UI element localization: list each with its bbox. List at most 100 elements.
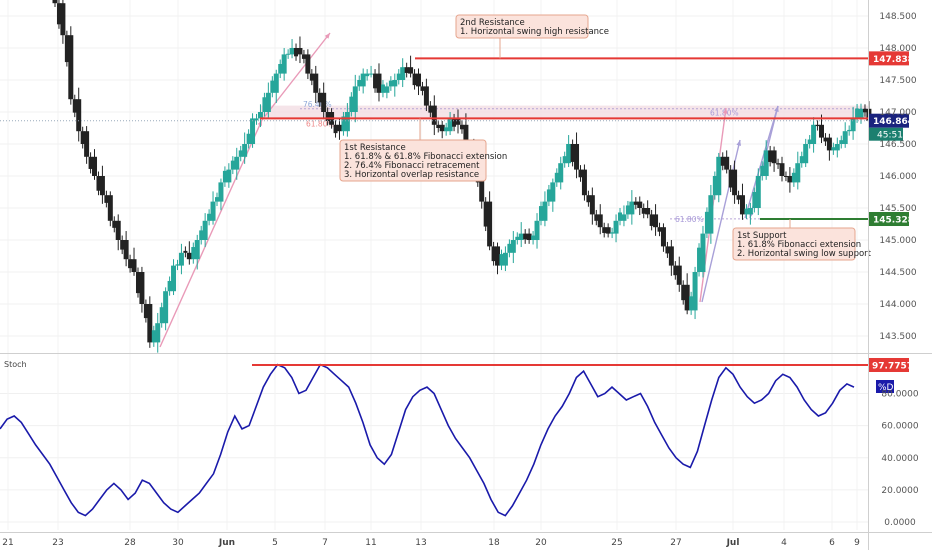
candle-body [273, 73, 279, 93]
candle-body [455, 118, 461, 125]
stoch-title: Stoch [4, 360, 27, 369]
candle-body [52, 0, 58, 4]
price-tick-label: 148.000 [879, 44, 916, 54]
candle-body [360, 73, 366, 87]
candle-body [783, 176, 788, 177]
candle-body [139, 272, 145, 304]
current-price-tag [869, 113, 909, 128]
candle-body [84, 131, 90, 157]
candle-body [254, 118, 259, 121]
candle-body [566, 144, 572, 164]
candle-body [523, 233, 528, 240]
candle-body [570, 144, 575, 162]
candle-body [199, 230, 204, 240]
candle-body [752, 192, 757, 208]
candle-body [439, 124, 445, 132]
candle-body [660, 227, 666, 247]
fib-arrow [261, 32, 331, 121]
candle-body [534, 220, 540, 240]
candle-body [842, 131, 848, 144]
candle-body [135, 272, 140, 294]
candle-body [681, 284, 686, 301]
candle-body [700, 233, 706, 272]
note-resistance-1-line: 1. 61.8% & 61.8% Fibonacci extension [344, 152, 507, 162]
candle-body [459, 124, 464, 130]
x-tick-label: 28 [124, 538, 136, 548]
candle-body [633, 201, 638, 205]
candle-body [629, 201, 635, 215]
candle-body [415, 73, 421, 87]
candle-body [120, 240, 125, 250]
candle-body [88, 156, 93, 169]
candle-body [92, 156, 98, 176]
candle-body [668, 246, 674, 266]
candle-body [771, 150, 777, 164]
stoch-tick-label: 60.0000 [881, 422, 918, 432]
candle-body [183, 250, 188, 253]
candle-body [755, 176, 761, 208]
candle-body [618, 212, 623, 221]
candle-body [202, 220, 208, 240]
candle-body [554, 172, 559, 183]
candle-body [128, 259, 133, 269]
candle-body [862, 108, 867, 113]
candle-body [602, 227, 607, 233]
candle-body [558, 163, 564, 183]
x-tick-label: 21 [2, 538, 13, 548]
candle-body [692, 272, 698, 311]
candle-body [388, 80, 393, 87]
candle-body [336, 124, 342, 132]
stoch-tick-label: 40.0000 [881, 454, 918, 464]
candle-body [712, 176, 717, 196]
candle-body [850, 118, 856, 132]
candle-body [412, 73, 417, 86]
candle-body [799, 156, 804, 164]
candle-body [515, 236, 520, 240]
candle-body [807, 139, 812, 144]
candle-body [625, 205, 630, 215]
candle-body [380, 84, 385, 93]
candle-body [834, 144, 840, 151]
stoch-legend-tag [876, 380, 894, 393]
candle-body [657, 227, 662, 232]
candle-body [763, 150, 769, 176]
candle-body [250, 118, 256, 144]
candle-body [499, 254, 504, 266]
candle-body [278, 64, 283, 74]
candle-body [123, 240, 129, 260]
candle-body [487, 201, 493, 247]
candle-body [684, 284, 690, 311]
x-tick-label: 23 [52, 538, 63, 548]
candle-body [104, 195, 109, 203]
candle-body [215, 197, 220, 202]
candle-body [495, 246, 501, 266]
candle-body [297, 48, 303, 55]
candle-body [502, 252, 508, 266]
fib-arrow-head [324, 33, 330, 39]
x-tick-label: 18 [488, 538, 500, 548]
candle-body [510, 240, 516, 253]
fibonacci-layer: 76.40%61.80%61.80%61.80% [159, 32, 868, 348]
candle-body [645, 208, 651, 215]
candle-body [80, 131, 85, 144]
candle-body [242, 144, 248, 157]
candle-body [262, 97, 267, 112]
candle-body [776, 163, 781, 165]
sr-price-label: 147.838 [873, 55, 914, 65]
candle-body [107, 195, 113, 221]
candle-body [159, 307, 164, 324]
stochastic-pane: Stoch [0, 360, 868, 517]
candle-body [392, 80, 398, 87]
candle-body [404, 67, 409, 73]
note-support-1-line: 1. 61.8% Fibonacci extension [737, 240, 861, 250]
candle-body [581, 169, 587, 196]
candle-body [444, 127, 449, 132]
candle-body [305, 54, 311, 74]
candle-body [787, 176, 793, 183]
x-tick-label: Jun [218, 538, 235, 548]
candle-body [365, 73, 370, 77]
candle-body [720, 156, 725, 166]
candle-body [175, 264, 180, 266]
